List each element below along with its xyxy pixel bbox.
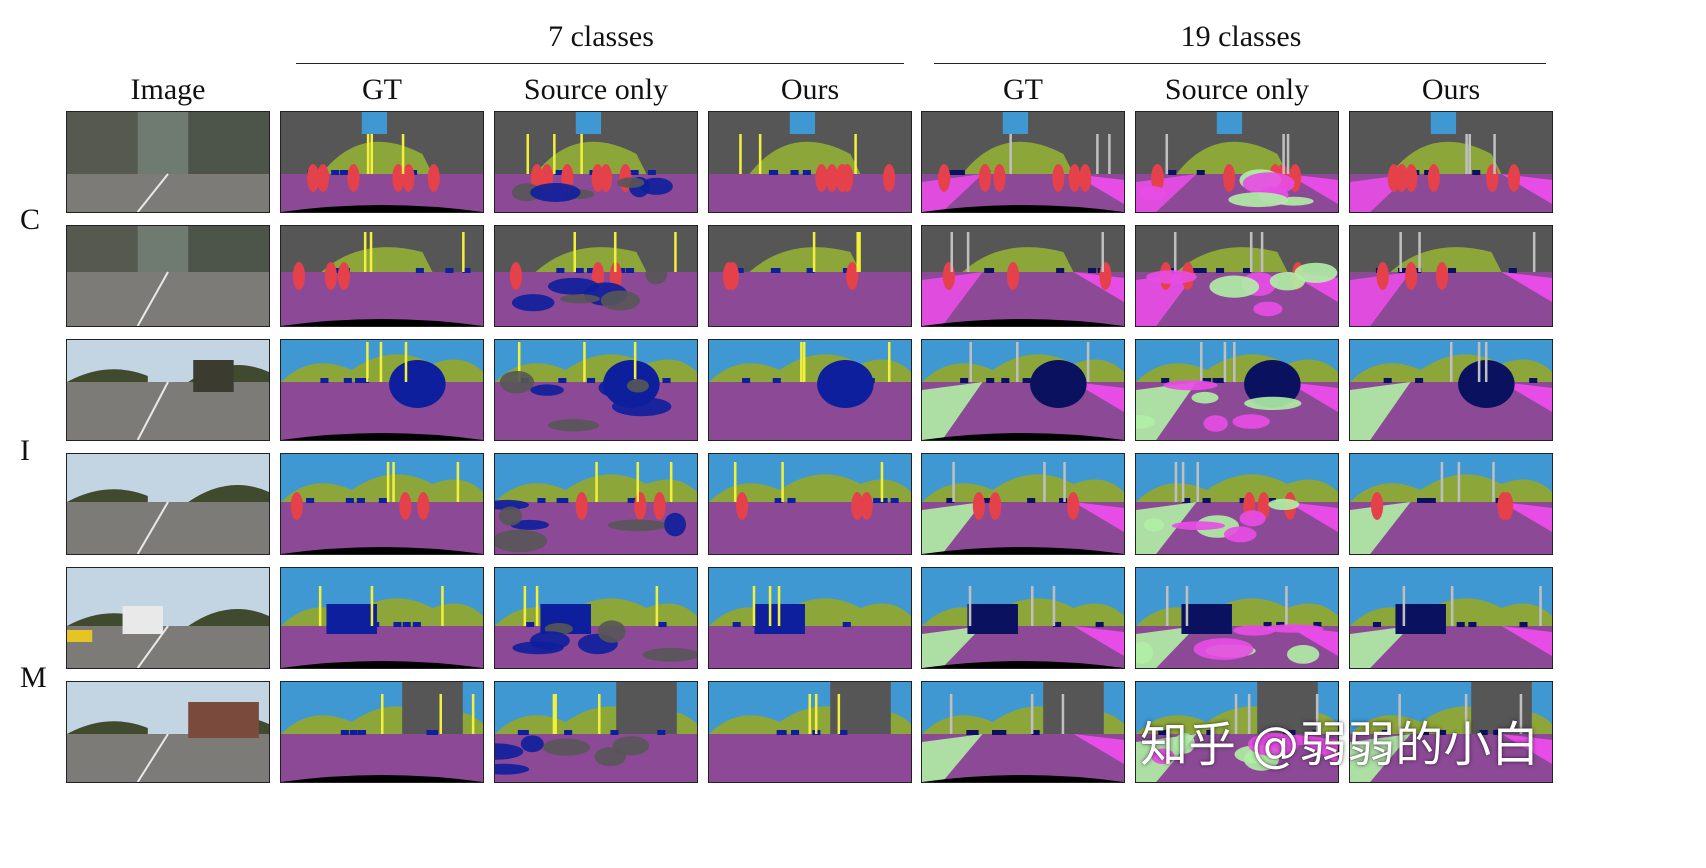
segmentation-map-ours-7-row-2	[708, 225, 912, 327]
group-title-19-classes: 19 classes	[1180, 20, 1302, 53]
segmentation-map-gt-7-row-1	[280, 111, 484, 213]
col-head-source-only-7: Source only	[523, 73, 669, 106]
input-image-image-row-5	[66, 567, 270, 669]
col-head-gt-7: GT	[362, 73, 402, 106]
segmentation-map-gt-7-row-2	[280, 225, 484, 327]
segmentation-map-source-only-7-row-6	[494, 681, 698, 783]
col-head-ours-19: Ours	[1421, 73, 1481, 106]
input-image-image-row-1	[66, 111, 270, 213]
segmentation-map-gt-7-row-6	[280, 681, 484, 783]
segmentation-map-gt-19-row-5	[921, 567, 1125, 669]
watermark-text: 知乎 @弱弱的小白	[1140, 717, 1540, 773]
segmentation-map-ours-19-row-4	[1349, 453, 1553, 555]
segmentation-map-gt-19-row-6	[921, 681, 1125, 783]
col-head-source-only-19: Source only	[1164, 73, 1310, 106]
group-title-7-classes: 7 classes	[548, 20, 654, 53]
segmentation-map-ours-19-row-2	[1349, 225, 1553, 327]
input-image-image-row-3	[66, 339, 270, 441]
segmentation-map-source-only-19-row-1	[1135, 111, 1339, 213]
input-image-image-row-2	[66, 225, 270, 327]
group-rule-19-classes	[934, 63, 1546, 64]
row-label-i: I	[20, 434, 30, 467]
segmentation-map-ours-19-row-3	[1349, 339, 1553, 441]
input-image-image-row-4	[66, 453, 270, 555]
segmentation-map-source-only-19-row-3	[1135, 339, 1339, 441]
input-image-image-row-6	[66, 681, 270, 783]
segmentation-map-ours-19-row-5	[1349, 567, 1553, 669]
segmentation-map-source-only-19-row-2	[1135, 225, 1339, 327]
segmentation-map-gt-19-row-2	[921, 225, 1125, 327]
segmentation-map-gt-7-row-3	[280, 339, 484, 441]
segmentation-map-ours-7-row-1	[708, 111, 912, 213]
segmentation-map-ours-7-row-4	[708, 453, 912, 555]
segmentation-map-ours-7-row-3	[708, 339, 912, 441]
segmentation-map-source-only-7-row-1	[494, 111, 698, 213]
segmentation-map-ours-7-row-6	[708, 681, 912, 783]
segmentation-map-ours-19-row-6	[1349, 681, 1553, 783]
segmentation-map-gt-7-row-4	[280, 453, 484, 555]
segmentation-map-gt-7-row-5	[280, 567, 484, 669]
col-head-ours-7: Ours	[780, 73, 840, 106]
col-head-image: Image	[130, 73, 206, 106]
segmentation-map-source-only-7-row-3	[494, 339, 698, 441]
segmentation-map-ours-7-row-5	[708, 567, 912, 669]
col-head-gt-19: GT	[1003, 73, 1043, 106]
segmentation-map-source-only-19-row-4	[1135, 453, 1339, 555]
segmentation-map-source-only-19-row-5	[1135, 567, 1339, 669]
segmentation-map-source-only-7-row-4	[494, 453, 698, 555]
group-rule-7-classes	[296, 63, 904, 64]
segmentation-map-source-only-7-row-2	[494, 225, 698, 327]
row-label-m: M	[20, 661, 47, 694]
segmentation-map-ours-19-row-1	[1349, 111, 1553, 213]
segmentation-map-gt-19-row-1	[921, 111, 1125, 213]
segmentation-map-source-only-7-row-5	[494, 567, 698, 669]
segmentation-map-gt-19-row-3	[921, 339, 1125, 441]
row-label-c: C	[20, 203, 41, 236]
segmentation-map-gt-19-row-4	[921, 453, 1125, 555]
segmentation-map-source-only-19-row-6	[1135, 681, 1339, 783]
